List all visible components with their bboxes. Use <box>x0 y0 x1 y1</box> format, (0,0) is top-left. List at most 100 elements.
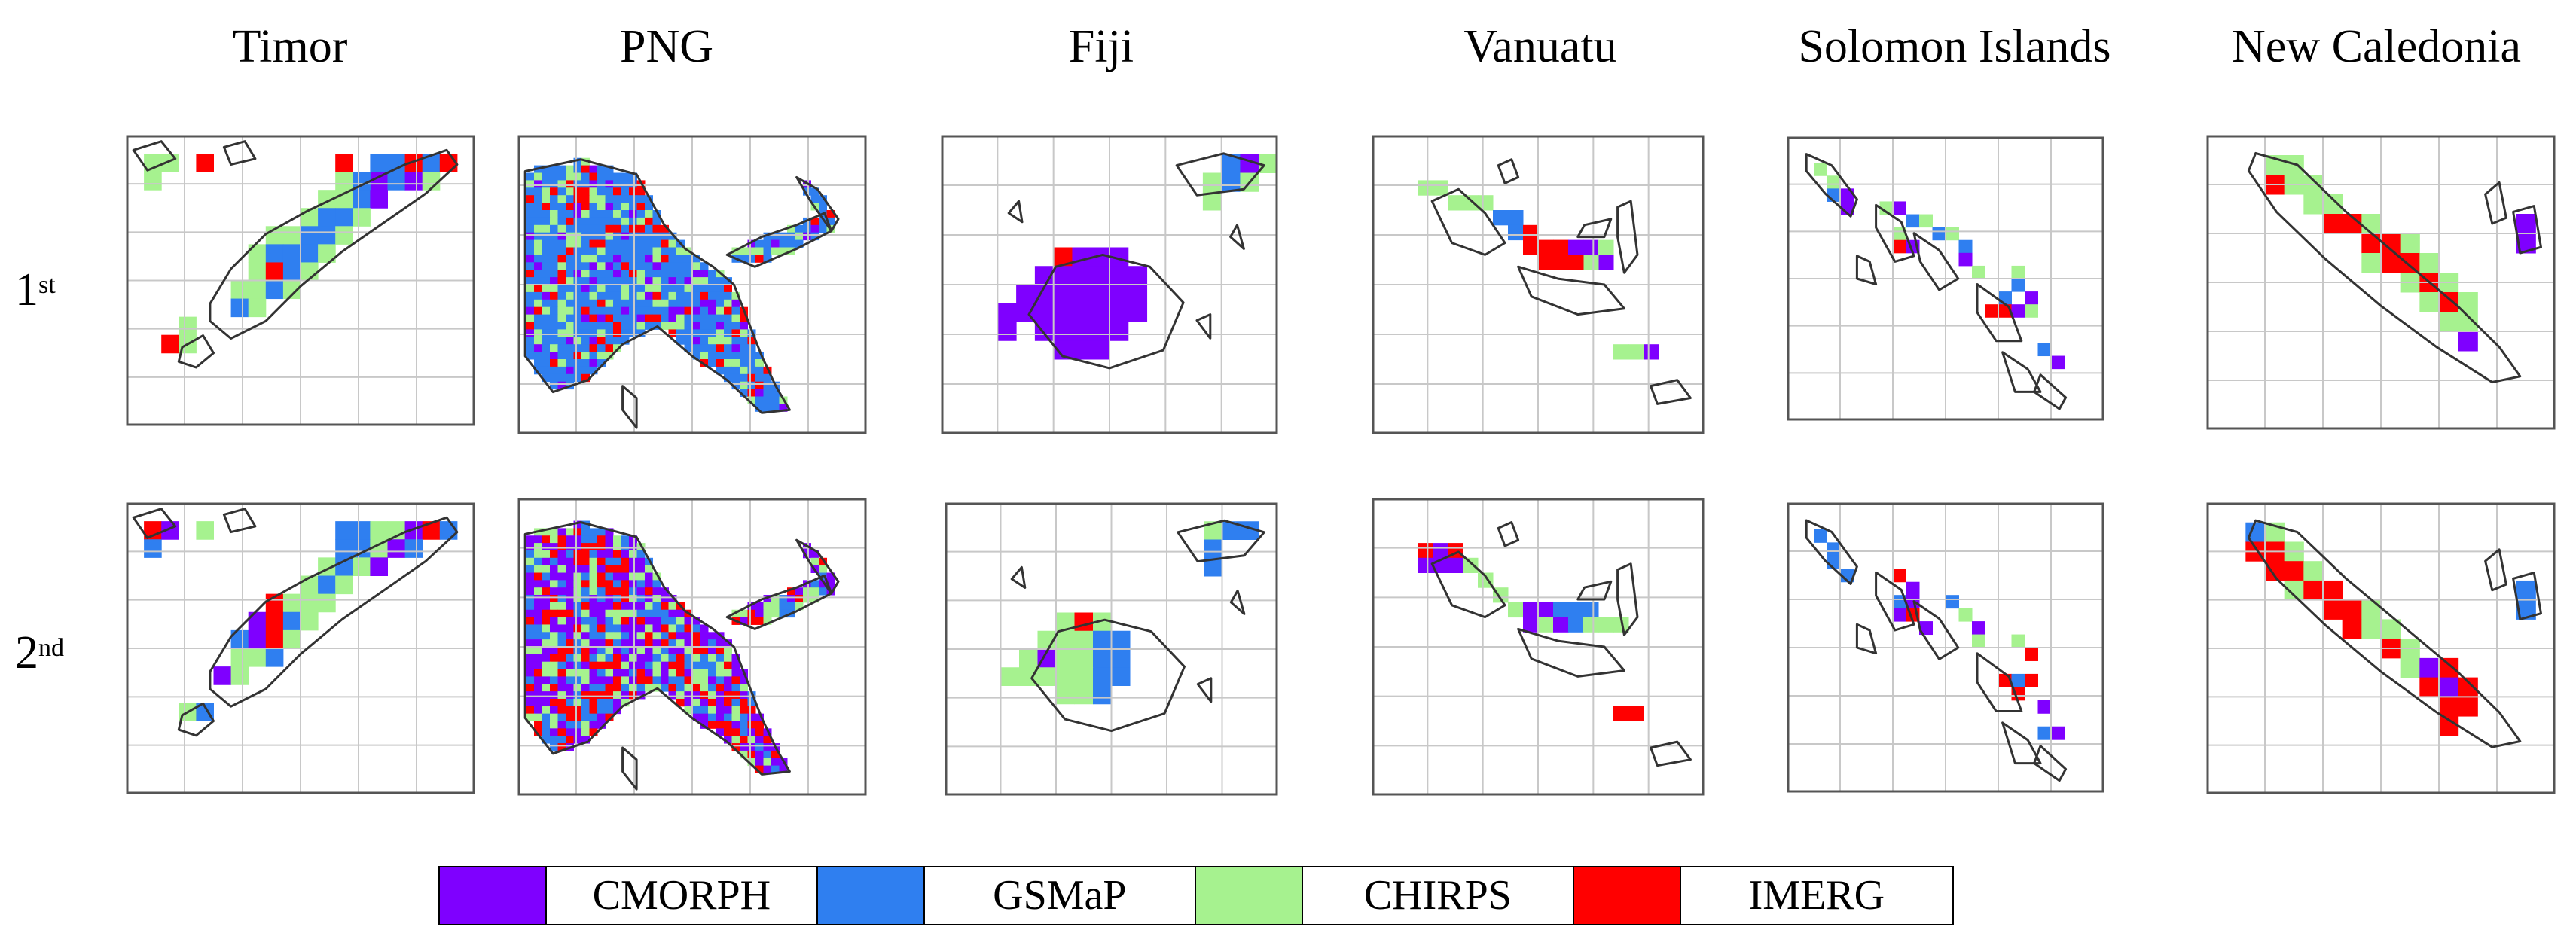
precip-cell <box>755 736 764 744</box>
coastline <box>1875 203 1915 263</box>
legend-swatch-imerg <box>1574 867 1681 924</box>
precip-cell <box>613 337 621 345</box>
precip-cell <box>2361 619 2382 639</box>
precip-cell <box>605 172 614 181</box>
precip-cell <box>550 239 558 248</box>
precip-cell <box>2400 657 2420 678</box>
precip-cell <box>605 329 614 337</box>
precip-cell <box>747 758 756 767</box>
precip-cell <box>676 255 685 263</box>
precip-cell <box>652 270 661 278</box>
precip-cell <box>542 706 551 715</box>
precip-cell <box>526 210 535 218</box>
precip-cell <box>645 632 653 640</box>
precip-cell <box>335 575 353 595</box>
precip-cell <box>550 728 558 736</box>
precip-cell <box>621 255 630 263</box>
precip-cell <box>589 217 598 226</box>
precip-cell <box>566 624 574 633</box>
precip-cell <box>581 291 590 300</box>
precip-cell <box>282 262 301 281</box>
precip-cell <box>613 624 621 633</box>
precip-cell <box>573 691 582 700</box>
precip-cell <box>684 706 693 715</box>
precip-cell <box>1893 201 1906 215</box>
precip-cell <box>636 617 646 625</box>
precip-cell <box>652 247 661 255</box>
precip-cell <box>550 528 558 536</box>
precip-cell <box>771 396 780 404</box>
precip-cell <box>700 337 709 345</box>
precip-cell <box>2037 343 2052 357</box>
precip-cell <box>581 262 590 270</box>
precip-cell <box>731 381 740 390</box>
coastline <box>1875 571 1915 632</box>
precip-cell <box>1433 180 1448 196</box>
precip-cell <box>573 337 582 345</box>
coastline <box>132 508 177 539</box>
precip-cell <box>708 359 716 367</box>
precip-cell <box>542 609 551 618</box>
precip-cell <box>684 647 693 655</box>
precip-cell <box>645 647 653 655</box>
precip-cell <box>676 617 685 625</box>
precip-cell <box>621 224 630 233</box>
precip-cell <box>581 528 590 536</box>
precip-cell <box>589 270 598 278</box>
precip-cell <box>629 669 637 677</box>
precip-cell <box>597 632 606 640</box>
precip-cell <box>629 329 637 337</box>
precip-cell <box>771 609 780 618</box>
precip-cell <box>248 611 267 631</box>
precip-cell <box>636 270 646 278</box>
precip-cell <box>1418 543 1433 559</box>
precip-cell <box>597 647 606 655</box>
precip-cell <box>1463 557 1479 573</box>
precip-cell <box>597 203 606 211</box>
precip-cell <box>676 647 685 655</box>
precip-cell <box>810 232 819 241</box>
precip-cell <box>668 632 677 640</box>
precip-cell <box>636 224 646 233</box>
precip-cell <box>740 728 748 736</box>
precip-cell <box>573 157 582 166</box>
map-frame <box>1372 135 1705 434</box>
precip-cell <box>747 344 756 352</box>
precip-cell <box>550 661 558 670</box>
map-frame <box>1787 502 2104 793</box>
precip-cell <box>526 557 535 566</box>
precip-cell <box>684 329 693 337</box>
precip-cell <box>573 639 582 648</box>
precip-cell <box>605 306 614 316</box>
precip-cell <box>724 352 732 360</box>
precip-cell <box>731 306 740 316</box>
precip-cell <box>1827 542 1841 556</box>
map-fiji-2nd <box>945 502 1278 796</box>
precip-cell <box>613 676 621 684</box>
precip-cell <box>557 743 566 751</box>
precip-cell <box>645 617 653 625</box>
precip-cell <box>629 232 637 241</box>
precip-cell <box>566 676 574 684</box>
precip-cell <box>645 247 653 255</box>
precip-cell <box>613 277 621 285</box>
precip-cell <box>755 750 764 759</box>
coastline <box>1912 232 1960 291</box>
precip-cell <box>526 565 535 573</box>
precip-cell <box>684 344 693 352</box>
precip-cell <box>605 535 614 544</box>
precip-cell <box>2303 194 2324 215</box>
precip-cell <box>550 299 558 308</box>
precip-cell <box>526 580 535 588</box>
precip-cell <box>542 639 551 648</box>
precip-cell <box>731 661 740 670</box>
coastline <box>2033 373 2068 410</box>
precip-cell <box>1613 617 1629 633</box>
precip-cell <box>621 314 630 322</box>
precip-cell <box>542 180 551 188</box>
precip-cell <box>597 669 606 677</box>
precip-cell <box>763 396 772 404</box>
precip-cell <box>668 639 677 648</box>
precip-cell <box>629 624 637 633</box>
precip-cell <box>589 262 598 270</box>
